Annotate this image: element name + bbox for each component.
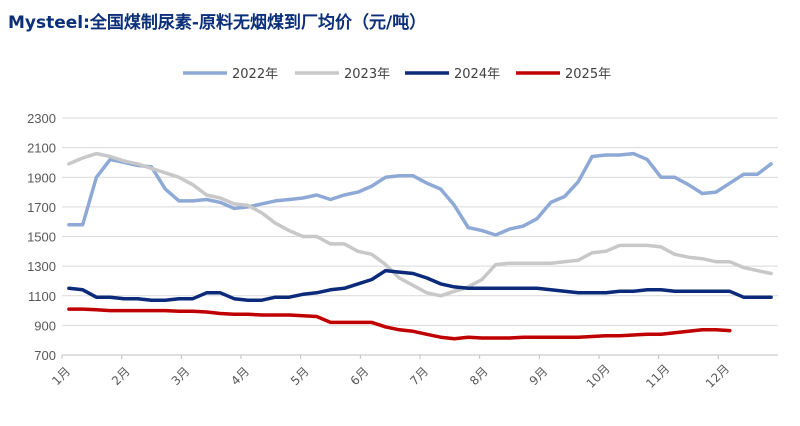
y-tick-label: 1500 (27, 230, 56, 245)
legend-label: 2022年 (232, 67, 278, 82)
x-tick-label: 1月 (49, 364, 73, 388)
x-tick-label: 7月 (407, 364, 431, 388)
y-tick-label: 1100 (28, 289, 56, 304)
y-tick-label: 900 (34, 318, 56, 333)
x-tick-label: 5月 (288, 364, 312, 388)
x-tick-label: 3月 (169, 364, 193, 388)
series-line-2024 (67, 268, 773, 302)
y-axis-ticks: 700 900 1100 1300 1500 1700 1900 2100 2300 (27, 111, 56, 363)
x-tick-label: 8月 (467, 364, 491, 388)
x-tick-label: 11月 (643, 362, 672, 391)
legend-label: 2024年 (454, 67, 500, 82)
series-lines (67, 151, 773, 341)
y-tick-label: 2300 (27, 111, 56, 126)
x-tick-label: 2月 (109, 364, 133, 388)
y-tick-label: 2100 (27, 141, 56, 156)
chart-title: Mysteel:全国煤制尿素-原料无烟煤到厂均价（元/吨） (8, 13, 427, 33)
y-tick-label: 1300 (27, 259, 56, 274)
x-tick-label: 4月 (228, 364, 252, 388)
gridlines (62, 117, 778, 326)
legend: 2022年 2023年 2024年 2025年 (183, 67, 611, 82)
x-tick-label: 10月 (584, 362, 613, 391)
legend-label: 2025年 (565, 67, 611, 82)
y-tick-label: 1700 (27, 200, 56, 215)
x-tick-label: 9月 (527, 364, 551, 388)
x-tick-label: 6月 (348, 364, 372, 388)
series-line-2022 (67, 151, 773, 237)
legend-label: 2023年 (344, 67, 390, 82)
y-tick-label: 700 (34, 348, 56, 363)
y-tick-label: 1900 (27, 170, 56, 185)
x-axis-ticks: 1月 2月 3月 4月 5月 6月 7月 8月 9月 10月 11月 12月 (49, 355, 732, 391)
series-line-2023 (67, 151, 773, 298)
x-tick-label: 12月 (703, 362, 732, 391)
series-line-2025 (67, 307, 732, 341)
